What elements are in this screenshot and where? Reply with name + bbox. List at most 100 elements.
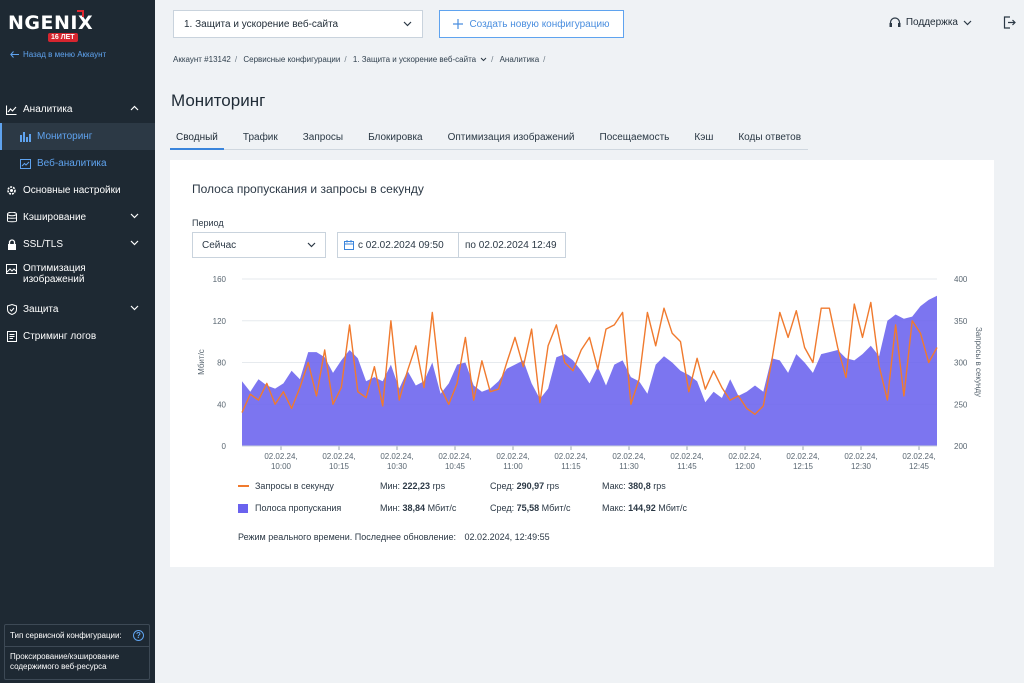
rps-avg: Сред: 290,97 rps — [490, 481, 559, 491]
site-config-value: 1. Защита и ускорение веб-сайта — [184, 18, 339, 30]
x-tick-label-time: 12:00 — [735, 462, 756, 471]
logo-mark-icon — [77, 10, 84, 17]
breadcrumb-analytics[interactable]: Аналитика — [499, 55, 540, 64]
stat-value: 75,58 — [516, 503, 540, 513]
period-value: Сейчас — [202, 239, 237, 251]
back-to-account-link[interactable]: Назад в меню Аккаунт — [10, 50, 106, 59]
calendar-icon — [344, 240, 354, 250]
log-icon — [6, 331, 17, 342]
stat-unit: Мбит/с — [658, 503, 688, 513]
stat-unit: rps — [432, 481, 446, 491]
sidebar-item-analytics[interactable]: Аналитика — [0, 96, 155, 123]
sidebar-item-protection[interactable]: Защита — [0, 296, 155, 323]
legend-rps-name: Запросы в секунду — [255, 481, 334, 491]
breadcrumb-separator: / — [234, 55, 238, 64]
config-type-box: Тип сервисной конфигурации: ? Проксирова… — [4, 624, 150, 680]
x-tick-label-date: 02.02.24, — [728, 452, 761, 461]
stat-label: Мин: — [380, 481, 400, 491]
chevron-down-icon — [403, 21, 412, 27]
x-tick-label-date: 02.02.24, — [322, 452, 355, 461]
breadcrumb-separator: / — [344, 55, 347, 64]
create-config-button[interactable]: Создать новую конфигурацию — [439, 10, 624, 38]
x-tick-label-date: 02.02.24, — [612, 452, 645, 461]
sidebar-item-web-analytics[interactable]: Веб-аналитика — [0, 150, 155, 177]
stat-value: 222,23 — [402, 481, 431, 491]
stat-unit: Мбит/с — [427, 503, 457, 513]
sidebar-nav: Аналитика Мониторинг Веб-аналитика Основ… — [0, 96, 155, 350]
y2-tick-label: 200 — [954, 442, 968, 451]
sidebar-item-label: Основные настройки — [23, 185, 121, 196]
breadcrumb: Аккаунт #13142/ Сервисные конфигурации / … — [173, 55, 549, 64]
sidebar-item-ssl-tls[interactable]: SSL/TLS — [0, 231, 155, 258]
sidebar-item-log-streaming[interactable]: Стриминг логов — [0, 323, 155, 350]
date-to-value: по 02.02.2024 12:49 — [465, 239, 557, 251]
tab-summary[interactable]: Сводный — [170, 128, 224, 150]
tab-bar: Сводный Трафик Запросы Блокировка Оптими… — [170, 128, 808, 150]
chevron-up-icon — [130, 105, 139, 111]
rps-swatch — [238, 485, 249, 487]
date-from-value: с 02.02.2024 09:50 — [358, 239, 444, 251]
legend-bandwidth[interactable]: Полоса пропускания — [238, 503, 341, 513]
date-from-field[interactable]: с 02.02.2024 09:50 — [338, 233, 459, 257]
period-select[interactable]: Сейчас — [192, 232, 326, 258]
sidebar-item-label: Веб-аналитика — [37, 158, 107, 169]
tab-blocking[interactable]: Блокировка — [368, 132, 423, 143]
breadcrumb-configs[interactable]: Сервисные конфигурации — [243, 55, 341, 64]
headset-icon — [889, 17, 901, 27]
database-icon — [6, 212, 17, 223]
tab-traffic[interactable]: Трафик — [242, 132, 278, 143]
tab-image-optimization[interactable]: Оптимизация изображений — [447, 132, 575, 143]
chevron-down-icon — [307, 242, 316, 248]
y2-tick-label: 250 — [954, 400, 968, 409]
tab-cache[interactable]: Кэш — [694, 132, 714, 143]
chevron-down-icon — [130, 240, 139, 246]
date-to-field[interactable]: по 02.02.2024 12:49 — [459, 233, 563, 257]
date-range-picker[interactable]: с 02.02.2024 09:50 по 02.02.2024 12:49 — [337, 232, 566, 258]
tab-response-codes[interactable]: Коды ответов — [738, 132, 802, 143]
bw-avg: Сред: 75,58 Мбит/с — [490, 503, 570, 513]
stat-unit: rps — [546, 481, 560, 491]
tab-requests[interactable]: Запросы — [302, 132, 344, 143]
bw-max: Макс: 144,92 Мбит/с — [602, 503, 687, 513]
brand-logo[interactable]: NGENIX — [8, 12, 94, 34]
breadcrumb-account[interactable]: Аккаунт #13142 — [173, 55, 231, 64]
sidebar-item-image-optimization[interactable]: Оптимизация изображений — [0, 258, 155, 296]
last-update-label: Последнее обновление: — [354, 532, 457, 542]
realtime-status: Режим реального времени. Последнее обнов… — [238, 532, 550, 542]
chevron-down-icon — [130, 305, 139, 311]
y2-tick-label: 400 — [954, 275, 968, 284]
gear-icon — [6, 185, 17, 196]
x-tick-label-time: 11:30 — [619, 462, 639, 471]
brand-badge: 16 ЛЕТ — [48, 33, 78, 42]
shield-icon — [6, 304, 17, 315]
sidebar-item-label: Защита — [23, 304, 59, 315]
page-title: Мониторинг — [171, 91, 266, 110]
stat-value: 290,97 — [516, 481, 545, 491]
period-label: Период — [192, 218, 224, 228]
plus-icon — [453, 19, 464, 29]
x-tick-label-time: 12:15 — [793, 462, 814, 471]
chevron-down-icon[interactable] — [480, 57, 487, 62]
breadcrumb-site[interactable]: 1. Защита и ускорение веб-сайта — [352, 55, 477, 64]
site-config-select[interactable]: 1. Защита и ускорение веб-сайта — [173, 10, 423, 38]
sidebar-item-label: Мониторинг — [37, 131, 93, 142]
sidebar-item-main-settings[interactable]: Основные настройки — [0, 177, 155, 204]
arrow-left-icon — [10, 51, 19, 58]
y2-tick-label: 350 — [954, 317, 968, 326]
sidebar-item-caching[interactable]: Кэширование — [0, 204, 155, 231]
help-icon[interactable]: ? — [133, 630, 144, 641]
x-tick-label-date: 02.02.24, — [380, 452, 413, 461]
stat-unit: rps — [653, 481, 666, 491]
x-tick-label-time: 10:00 — [271, 462, 292, 471]
support-menu[interactable]: Поддержка — [889, 17, 972, 28]
config-type-header: Тип сервисной конфигурации: ? — [5, 625, 149, 647]
sidebar: NGENIX 16 ЛЕТ Назад в меню Аккаунт Анали… — [0, 0, 155, 683]
legend-rps[interactable]: Запросы в секунду — [238, 481, 334, 491]
sidebar-item-label: Стриминг логов — [23, 331, 97, 342]
x-tick-label-time: 10:30 — [387, 462, 408, 471]
logout-icon[interactable] — [1003, 16, 1016, 29]
sidebar-item-monitoring[interactable]: Мониторинг — [0, 123, 155, 150]
tab-attendance[interactable]: Посещаемость — [599, 132, 670, 143]
create-config-label: Создать новую конфигурацию — [469, 18, 610, 30]
legend-bandwidth-name: Полоса пропускания — [255, 503, 342, 513]
